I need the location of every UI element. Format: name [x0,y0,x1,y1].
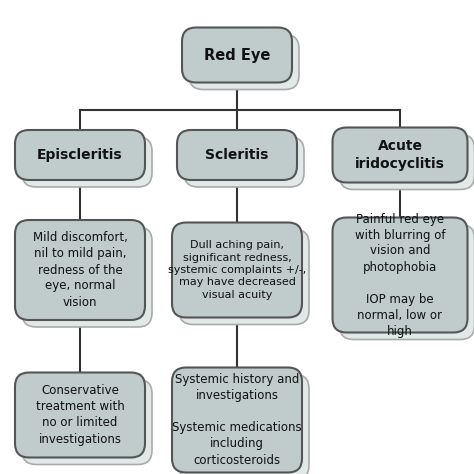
FancyBboxPatch shape [182,27,292,82]
Text: Conservative
treatment with
no or limited
investigations: Conservative treatment with no or limite… [36,384,124,446]
FancyBboxPatch shape [172,222,302,318]
FancyBboxPatch shape [15,130,145,180]
FancyBboxPatch shape [332,218,467,332]
Text: Acute
iridocyclitis: Acute iridocyclitis [355,139,445,171]
FancyBboxPatch shape [189,35,299,90]
FancyBboxPatch shape [15,220,145,320]
Text: Episcleritis: Episcleritis [37,148,123,162]
Text: Mild discomfort,
nil to mild pain,
redness of the
eye, normal
vision: Mild discomfort, nil to mild pain, redne… [33,231,128,309]
FancyBboxPatch shape [184,137,304,187]
Text: Scleritis: Scleritis [205,148,269,162]
FancyBboxPatch shape [339,135,474,190]
FancyBboxPatch shape [22,137,152,187]
FancyBboxPatch shape [332,128,467,182]
Text: Dull aching pain,
significant redness,
systemic complaints +/-,
may have decreas: Dull aching pain, significant redness, s… [168,240,306,300]
FancyBboxPatch shape [15,373,145,457]
FancyBboxPatch shape [22,227,152,327]
Text: Red Eye: Red Eye [204,47,270,63]
Text: Systemic history and
investigations

Systemic medications
including
corticostero: Systemic history and investigations Syst… [172,374,302,466]
FancyBboxPatch shape [179,229,309,325]
FancyBboxPatch shape [172,367,302,473]
Text: Painful red eye
with blurring of
vision and
photophobia

IOP may be
normal, low : Painful red eye with blurring of vision … [355,212,445,337]
FancyBboxPatch shape [177,130,297,180]
FancyBboxPatch shape [22,380,152,465]
FancyBboxPatch shape [179,374,309,474]
FancyBboxPatch shape [339,225,474,339]
